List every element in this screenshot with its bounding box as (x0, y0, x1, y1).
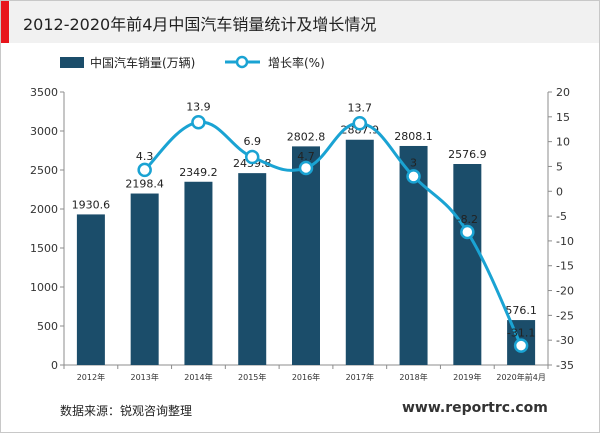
y-right-tick-label: 15 (556, 111, 570, 124)
x-tick-label: 2015年 (238, 372, 266, 382)
growth-value-label: 4.7 (297, 150, 315, 163)
growth-marker (513, 338, 529, 353)
growth-value-label: -31.1 (507, 327, 535, 340)
bar (345, 139, 374, 365)
legend-line-label: 增长率(%) (268, 55, 325, 70)
x-tick-label: 2016年 (292, 372, 320, 382)
y-right-tick-label: 20 (556, 86, 570, 99)
growth-marker (406, 169, 421, 184)
y-right-tick-label: 10 (556, 136, 570, 149)
growth-value-label: 4.3 (136, 150, 154, 163)
growth-marker (137, 162, 152, 178)
x-tick-label: 2012年 (77, 372, 105, 382)
y-left-tick-label: 0 (51, 359, 58, 372)
source-note: 数据来源：锐观咨询整理 (60, 404, 193, 418)
bar-value-label: 2808.1 (394, 130, 433, 143)
bar (238, 173, 267, 365)
legend-bar-label: 中国汽车销量(万辆) (90, 55, 195, 70)
bar-value-label: 2576.9 (448, 148, 487, 161)
y-right-tick-label: -20 (556, 285, 574, 298)
growth-marker (244, 149, 260, 165)
bar (184, 181, 213, 365)
y-left-tick-label: 2500 (30, 164, 58, 177)
y-right-tick-label: -35 (556, 359, 574, 372)
bar-value-label: 2802.8 (287, 130, 326, 143)
title-accent (1, 1, 9, 43)
x-tick-label: 2013年 (130, 372, 158, 382)
y-left-tick-label: 3500 (30, 86, 58, 99)
x-tick-label: 2019年 (453, 372, 481, 382)
y-left-tick-label: 1500 (30, 242, 58, 255)
legend-line-marker (235, 55, 249, 69)
bar (76, 214, 105, 365)
y-left-tick-label: 500 (37, 320, 58, 333)
x-tick-label: 2017年 (346, 372, 374, 382)
growth-marker (191, 115, 206, 130)
y-right-tick-label: 5 (556, 160, 563, 173)
growth-value-label: -8.2 (457, 213, 478, 226)
bar-value-label: 1930.6 (72, 198, 111, 211)
legend: 中国汽车销量(万辆) 增长率(%) (60, 55, 325, 70)
bar (130, 193, 159, 365)
website-label: www.reportrc.com (402, 400, 548, 416)
bar (453, 164, 482, 365)
growth-marker (460, 224, 475, 240)
bar-value-label: 576.1 (505, 304, 537, 317)
x-tick-label: 2020年前4月 (496, 372, 545, 382)
legend-bar-swatch (60, 57, 84, 68)
bar (292, 146, 320, 365)
growth-value-label: 13.7 (348, 101, 373, 114)
growth-value-label: 13.9 (186, 100, 211, 113)
y-right-tick-label: 0 (556, 185, 563, 198)
growth-marker (298, 160, 314, 176)
y-left-tick-label: 3000 (30, 125, 58, 138)
x-tick-label: 2014年 (184, 372, 212, 382)
y-right-tick-label: -10 (556, 235, 574, 248)
bar-labels: 1930.62198.42349.22459.82802.82887.92808… (72, 124, 537, 317)
growth-line (137, 115, 529, 353)
y-right-tick-label: -15 (556, 260, 574, 273)
growth-marker (352, 116, 368, 131)
y-right-tick-label: -30 (556, 334, 574, 347)
y-left-tick-label: 2000 (30, 203, 58, 216)
y-left-tick-label: 1000 (30, 281, 58, 294)
chart-title: 2012-2020年前4月中国汽车销量统计及增长情况 (23, 15, 377, 34)
bar-value-label: 2198.4 (125, 178, 164, 191)
y-right-tick-label: -25 (556, 309, 574, 322)
title-bar: 2012-2020年前4月中国汽车销量统计及增长情况 (1, 1, 599, 43)
growth-value-label: 6.9 (243, 135, 261, 148)
bar-value-label: 2349.2 (179, 166, 218, 179)
y-right-tick-label: -5 (556, 210, 567, 223)
x-tick-label: 2018年 (399, 372, 427, 382)
growth-value-label: 3 (410, 156, 417, 169)
line-labels: 4.3 13.9 6.9 4.7 13.7 3 -8.2 -31.1 (136, 100, 535, 339)
